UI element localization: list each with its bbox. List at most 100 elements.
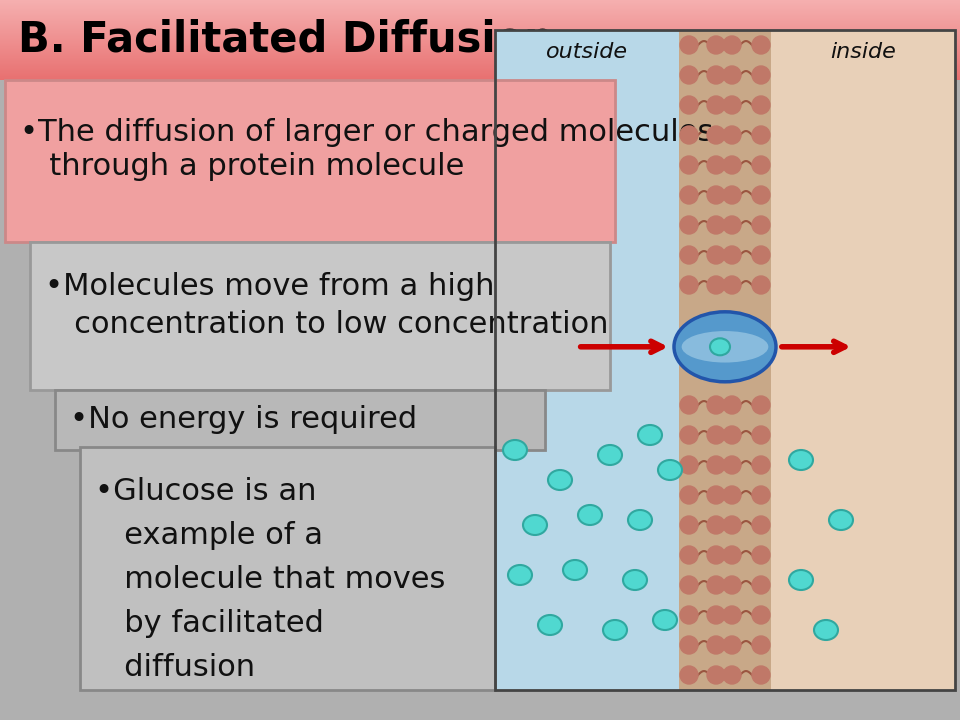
Circle shape	[723, 96, 741, 114]
Circle shape	[723, 156, 741, 174]
Ellipse shape	[598, 445, 622, 465]
Ellipse shape	[508, 565, 532, 585]
Circle shape	[723, 396, 741, 414]
Circle shape	[707, 186, 725, 204]
Bar	[0, 24, 960, 25]
Bar	[0, 58, 960, 59]
Bar	[0, 55, 960, 56]
Bar	[0, 19, 960, 20]
Bar	[0, 30, 960, 31]
Circle shape	[707, 96, 725, 114]
Text: outside: outside	[546, 42, 628, 62]
Circle shape	[752, 456, 770, 474]
Bar	[0, 40, 960, 41]
Circle shape	[723, 36, 741, 54]
Ellipse shape	[658, 460, 682, 480]
Circle shape	[723, 216, 741, 234]
Circle shape	[752, 276, 770, 294]
Bar	[0, 67, 960, 68]
Ellipse shape	[829, 510, 853, 530]
Circle shape	[723, 246, 741, 264]
Ellipse shape	[789, 570, 813, 590]
Bar	[0, 29, 960, 30]
Circle shape	[680, 666, 698, 684]
Bar	[0, 36, 960, 37]
Bar	[0, 71, 960, 72]
Text: concentration to low concentration: concentration to low concentration	[45, 310, 609, 339]
Bar	[0, 10, 960, 11]
Circle shape	[707, 666, 725, 684]
Bar	[0, 3, 960, 4]
Bar	[0, 46, 960, 47]
Circle shape	[723, 516, 741, 534]
Bar	[0, 39, 960, 40]
Circle shape	[752, 666, 770, 684]
Ellipse shape	[538, 615, 562, 635]
Circle shape	[723, 426, 741, 444]
Bar	[0, 21, 960, 22]
Circle shape	[723, 66, 741, 84]
Circle shape	[680, 276, 698, 294]
Bar	[0, 41, 960, 42]
Text: •Glucose is an: •Glucose is an	[95, 477, 317, 506]
Bar	[0, 43, 960, 44]
FancyBboxPatch shape	[80, 447, 495, 690]
Circle shape	[752, 216, 770, 234]
Circle shape	[723, 636, 741, 654]
Bar	[0, 25, 960, 26]
Bar	[0, 37, 960, 38]
Bar	[0, 0, 960, 1]
Bar	[0, 12, 960, 13]
Circle shape	[707, 216, 725, 234]
Bar	[0, 4, 960, 5]
Circle shape	[752, 66, 770, 84]
Circle shape	[752, 156, 770, 174]
Text: •The diffusion of larger or charged molecules: •The diffusion of larger or charged mole…	[20, 118, 713, 147]
Bar	[0, 42, 960, 43]
Circle shape	[707, 576, 725, 594]
Circle shape	[680, 516, 698, 534]
Bar	[0, 11, 960, 12]
Bar	[0, 69, 960, 70]
Circle shape	[723, 666, 741, 684]
Circle shape	[723, 186, 741, 204]
Bar	[0, 6, 960, 7]
Bar	[0, 54, 960, 55]
Ellipse shape	[682, 331, 768, 363]
Circle shape	[707, 606, 725, 624]
Text: •Molecules move from a high: •Molecules move from a high	[45, 272, 494, 301]
Bar	[495, 30, 679, 690]
Bar	[0, 9, 960, 10]
Circle shape	[752, 546, 770, 564]
Circle shape	[723, 546, 741, 564]
Circle shape	[752, 636, 770, 654]
Bar	[0, 18, 960, 19]
Circle shape	[680, 246, 698, 264]
Bar	[0, 27, 960, 28]
Circle shape	[680, 396, 698, 414]
Circle shape	[723, 276, 741, 294]
Bar	[0, 14, 960, 15]
Circle shape	[680, 126, 698, 144]
Text: •No energy is required: •No energy is required	[70, 405, 418, 434]
Circle shape	[707, 456, 725, 474]
Bar	[0, 48, 960, 49]
Bar	[0, 28, 960, 29]
Circle shape	[752, 36, 770, 54]
Circle shape	[707, 486, 725, 504]
Text: inside: inside	[830, 42, 896, 62]
Bar	[0, 20, 960, 21]
Bar	[0, 13, 960, 14]
Circle shape	[723, 456, 741, 474]
Bar	[0, 15, 960, 16]
Bar	[0, 75, 960, 76]
Bar	[0, 31, 960, 32]
Bar	[0, 59, 960, 60]
Ellipse shape	[638, 425, 662, 445]
Bar	[0, 61, 960, 62]
Text: example of a: example of a	[95, 521, 323, 550]
Ellipse shape	[548, 470, 572, 490]
Ellipse shape	[710, 338, 730, 355]
Bar	[0, 47, 960, 48]
Circle shape	[752, 126, 770, 144]
